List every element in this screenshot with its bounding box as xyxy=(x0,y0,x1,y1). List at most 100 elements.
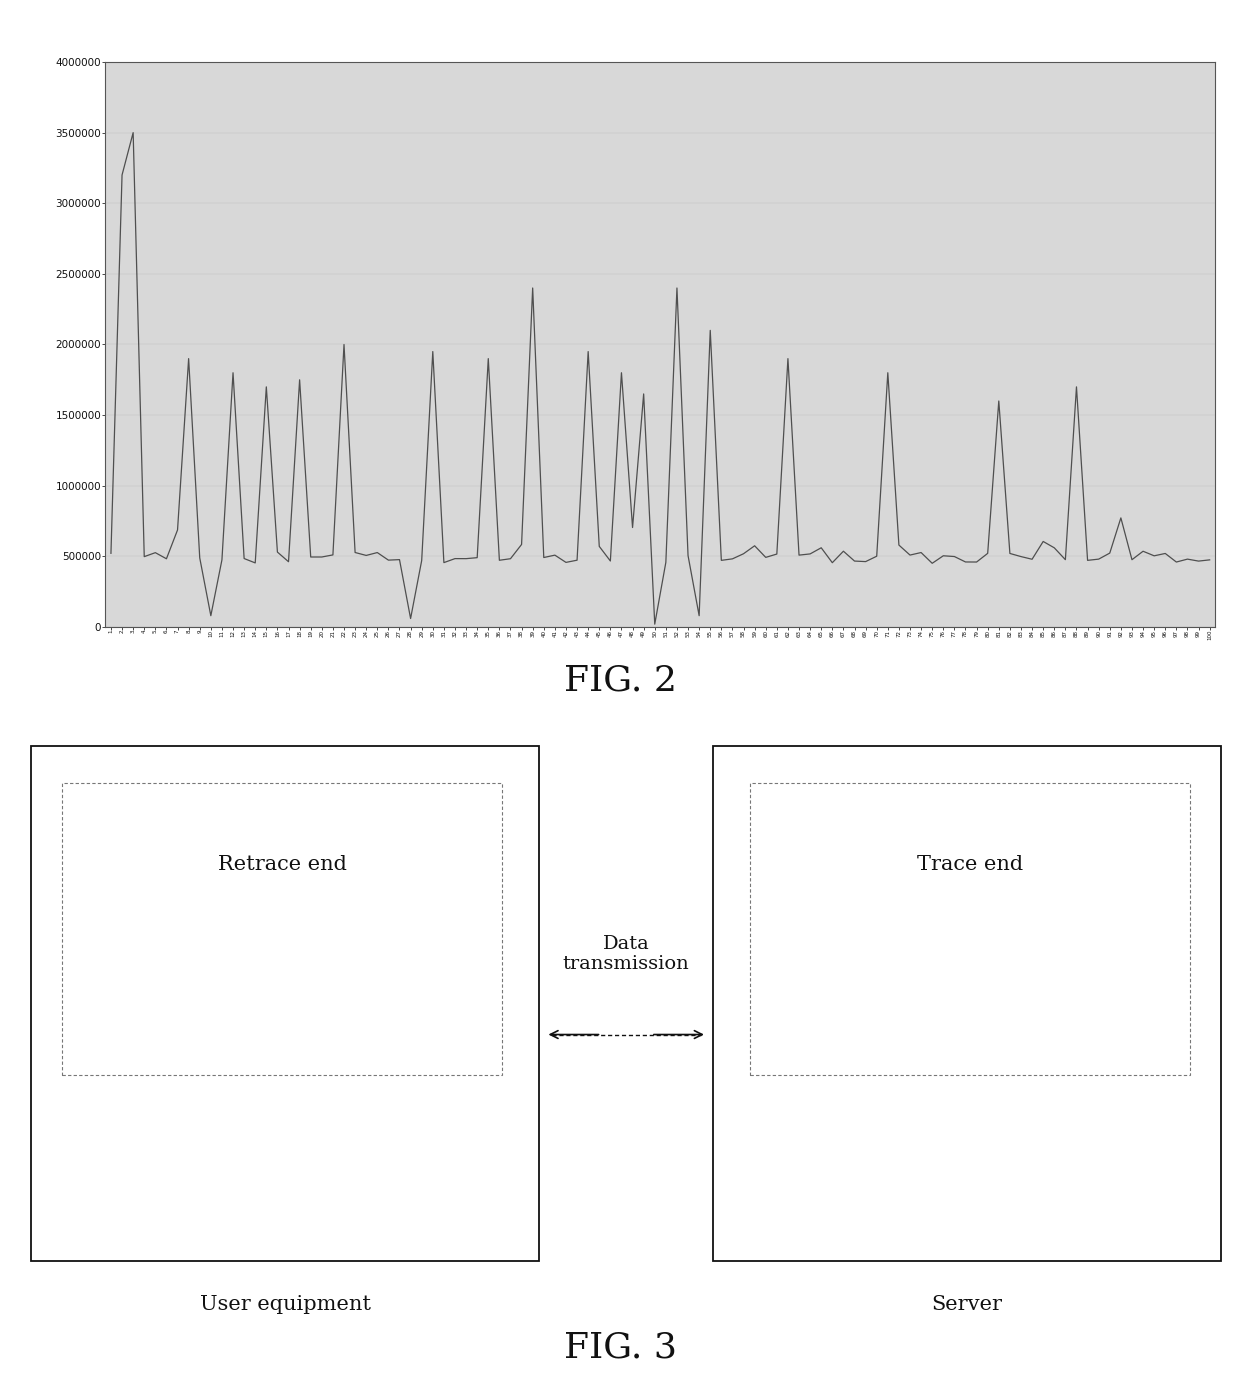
Point xyxy=(609,362,629,384)
Point xyxy=(534,371,554,393)
Point xyxy=(830,394,849,416)
Point xyxy=(432,437,451,459)
Point xyxy=(1159,384,1179,407)
Point xyxy=(382,211,402,233)
Point xyxy=(272,238,291,260)
Point xyxy=(756,525,776,547)
Point xyxy=(939,102,959,124)
Point xyxy=(613,500,632,522)
Point xyxy=(618,172,637,194)
Point xyxy=(1176,258,1195,280)
Point xyxy=(193,254,213,276)
Point xyxy=(766,470,786,492)
Point xyxy=(1084,365,1104,387)
Point xyxy=(837,249,857,271)
Point xyxy=(532,597,552,619)
Point xyxy=(968,382,988,404)
Point xyxy=(1102,511,1122,533)
Point xyxy=(407,445,427,467)
Point xyxy=(1205,196,1225,218)
Point xyxy=(748,470,768,492)
Point xyxy=(879,429,899,451)
Point xyxy=(702,269,722,291)
Point xyxy=(496,142,516,164)
Point xyxy=(986,178,1006,200)
Point xyxy=(908,117,928,139)
Point xyxy=(1096,389,1116,411)
Point xyxy=(138,378,157,400)
Point xyxy=(1044,58,1064,80)
Point xyxy=(644,492,663,514)
Point xyxy=(429,84,449,106)
Point xyxy=(982,588,1002,610)
Point xyxy=(352,606,372,628)
Point xyxy=(456,125,476,147)
Point xyxy=(200,256,219,278)
Point xyxy=(768,544,787,566)
Point xyxy=(392,508,412,531)
Point xyxy=(336,517,356,539)
Point xyxy=(646,232,666,254)
Point xyxy=(1189,612,1209,634)
Point xyxy=(568,336,588,358)
Point xyxy=(470,559,490,582)
Point xyxy=(1135,174,1154,196)
Point xyxy=(657,240,677,262)
Point xyxy=(1073,342,1092,364)
Point xyxy=(148,328,167,350)
Point xyxy=(1042,98,1061,120)
Point xyxy=(1159,214,1179,236)
Point xyxy=(973,573,993,595)
Point xyxy=(1071,373,1091,395)
Point xyxy=(232,599,252,621)
Point xyxy=(672,401,692,423)
Point xyxy=(681,364,701,386)
Point xyxy=(977,149,997,171)
Point xyxy=(180,332,200,354)
Point xyxy=(657,409,677,431)
Point xyxy=(480,449,500,471)
Point xyxy=(1210,343,1230,365)
Point xyxy=(1190,152,1210,174)
Point xyxy=(841,150,861,172)
Point xyxy=(249,114,269,136)
Point xyxy=(904,499,924,521)
Point xyxy=(386,590,405,612)
Point xyxy=(746,139,766,161)
Point xyxy=(560,438,580,460)
Point xyxy=(882,143,901,165)
Point xyxy=(1116,76,1136,98)
Point xyxy=(459,52,479,74)
Point xyxy=(1099,114,1118,136)
Point xyxy=(668,362,688,384)
Point xyxy=(508,260,528,282)
Point xyxy=(466,245,486,267)
Point xyxy=(730,218,750,240)
Point xyxy=(1114,484,1133,506)
Point xyxy=(353,361,373,383)
Point xyxy=(1035,331,1055,353)
Point xyxy=(355,322,374,344)
Point xyxy=(298,274,317,296)
Point xyxy=(207,412,227,434)
Point xyxy=(1066,56,1086,79)
Point xyxy=(742,418,761,440)
Point xyxy=(704,245,724,267)
Point xyxy=(1209,511,1229,533)
Point xyxy=(1163,138,1183,160)
Point xyxy=(758,146,777,168)
Point xyxy=(987,128,1007,150)
Point xyxy=(1110,59,1130,81)
Point xyxy=(719,551,739,573)
Point xyxy=(219,371,239,393)
Point xyxy=(784,183,804,205)
Point xyxy=(1210,226,1230,248)
Point xyxy=(619,529,639,551)
Point xyxy=(472,277,492,299)
Point xyxy=(119,455,139,477)
Point xyxy=(378,61,398,83)
Point xyxy=(631,430,651,452)
Point xyxy=(430,441,450,463)
Point xyxy=(987,152,1007,174)
Point xyxy=(185,194,205,216)
